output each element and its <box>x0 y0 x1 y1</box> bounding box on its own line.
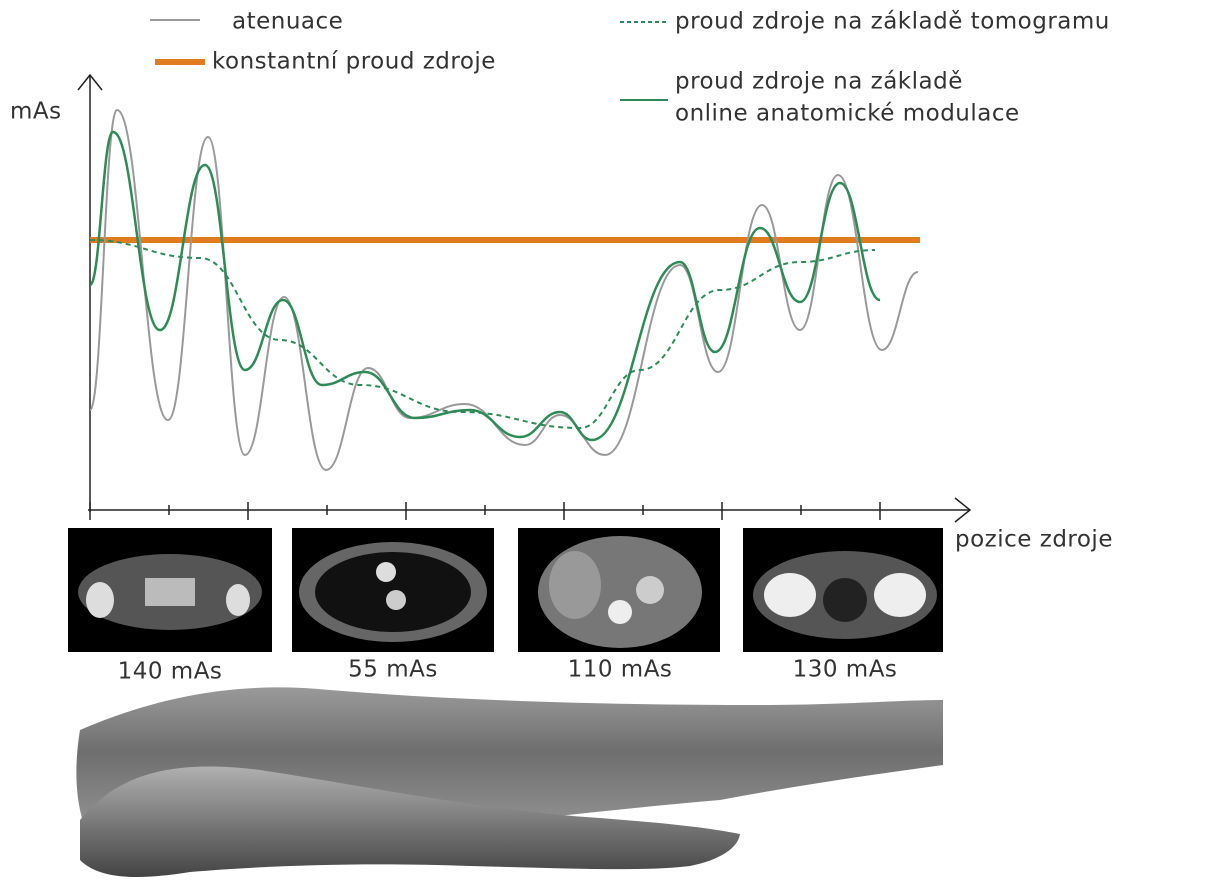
axis-ticks <box>90 502 880 520</box>
x-axis-label: pozice zdroje <box>955 527 1113 553</box>
legend-label: proud zdroje na základě <box>675 69 963 95</box>
scan-label: 130 mAs <box>793 657 898 683</box>
ct-scan <box>518 528 720 652</box>
legend-label: proud zdroje na základě tomogramu <box>675 9 1110 35</box>
ct-scan <box>68 528 272 652</box>
scan-label: 55 mAs <box>348 657 438 683</box>
diagram: atenuace konstantní proud zdroje proud z… <box>0 0 1226 890</box>
legend-label: atenuace <box>232 9 343 35</box>
legend-label: konstantní proud zdroje <box>212 49 496 75</box>
ct-scan <box>743 528 943 652</box>
online-curve <box>90 132 880 440</box>
attenuation-curve <box>90 110 918 470</box>
tomogram-curve <box>90 240 875 428</box>
y-axis-label: mAs <box>10 99 62 125</box>
ct-scan <box>292 528 494 652</box>
legend-label: online anatomické modulace <box>675 101 1020 127</box>
body-figure <box>76 687 943 877</box>
scan-label: 110 mAs <box>568 657 673 683</box>
scan-label: 140 mAs <box>118 659 223 685</box>
